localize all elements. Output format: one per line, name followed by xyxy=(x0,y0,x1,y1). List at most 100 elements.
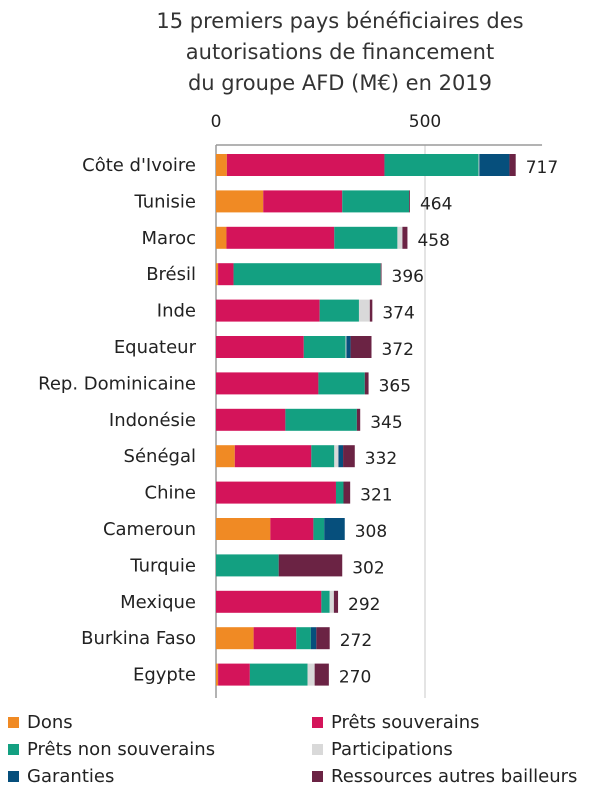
bar-senegal-garanties xyxy=(338,445,344,468)
category-label-inde: Inde xyxy=(157,301,196,322)
bar-senegal-ressources-autres-bailleurs xyxy=(343,445,355,468)
legend-label-dons: Dons xyxy=(27,712,73,733)
category-label-maroc: Maroc xyxy=(142,228,196,249)
bar-cameroun-garanties xyxy=(324,518,345,540)
legend-label-ressources-autres-bailleurs: Ressources autres bailleurs xyxy=(331,766,578,787)
legend-swatch-garanties xyxy=(8,771,19,782)
bar-turquie-ressources-autres-bailleurs xyxy=(278,554,343,577)
bar-bresil-prets-souverains xyxy=(218,263,234,286)
bar-mexique-ressources-autres-bailleurs xyxy=(333,590,339,613)
legend-label-garanties: Garanties xyxy=(27,766,115,787)
bar-cote-d-ivoire-ressources-autres-bailleurs xyxy=(509,154,516,176)
category-label-cote-d-ivoire: Côte d'Ivoire xyxy=(82,155,196,176)
total-label-cameroun: 308 xyxy=(355,522,387,542)
total-label-maroc: 458 xyxy=(417,231,449,251)
total-label-indonesie: 345 xyxy=(370,413,402,433)
bar-burkina-faso-prets-souverains xyxy=(253,627,297,650)
bar-maroc-ressources-autres-bailleurs xyxy=(402,226,408,249)
bar-chart: 0 500 Côte d'Ivoire 717 Tunisie 464 Maroc 458 Br… xyxy=(38,112,558,698)
legend-item-garanties: Garanties xyxy=(8,766,114,787)
bar-cote-d-ivoire-prets-souverains xyxy=(226,154,385,176)
total-label-chine: 321 xyxy=(360,486,392,506)
category-label-chine: Chine xyxy=(145,483,196,504)
bar-inde-participations xyxy=(358,299,370,322)
bar-rep-dominicaine-ressources-autres-bailleurs xyxy=(364,372,369,395)
bar-maroc-dons xyxy=(216,226,227,249)
legend-item-prets-souverains: Prêts souverains xyxy=(312,712,480,733)
legend-swatch-prets-non-souverains xyxy=(8,744,19,755)
bar-equateur-prets-souverains xyxy=(216,336,304,358)
category-label-tunisie: Tunisie xyxy=(133,191,196,212)
bar-senegal-prets-souverains xyxy=(234,445,312,468)
bar-maroc-participations xyxy=(397,226,403,249)
bar-burkina-faso-dons xyxy=(216,627,254,650)
bar-tunisie-dons xyxy=(216,190,264,213)
legend-swatch-participations xyxy=(312,744,323,755)
bar-cote-d-ivoire-prets-non-souverains xyxy=(384,154,479,176)
bar-burkina-faso-ressources-autres-bailleurs xyxy=(316,627,330,650)
category-label-turquie: Turquie xyxy=(129,555,196,576)
bar-bresil-dons xyxy=(216,263,219,286)
bar-inde-prets-souverains xyxy=(216,299,320,322)
legend-swatch-dons xyxy=(8,717,19,728)
bar-turquie-prets-non-souverains xyxy=(216,554,279,577)
bar-senegal-participations xyxy=(334,445,339,468)
chart-title: 15 premiers pays bénéficiaires des autor… xyxy=(120,6,560,99)
bar-bresil-ressources-autres-bailleurs xyxy=(380,263,382,286)
bar-maroc-prets-souverains xyxy=(226,226,335,249)
total-label-inde: 374 xyxy=(382,304,414,324)
bar-egypte-dons xyxy=(216,663,219,686)
bar-burkina-faso-prets-non-souverains xyxy=(296,627,311,650)
bar-chine-prets-souverains xyxy=(216,481,336,504)
bar-indonesie-prets-souverains xyxy=(216,408,286,431)
bar-cote-d-ivoire-garanties xyxy=(479,154,510,176)
total-label-rep-dominicaine: 365 xyxy=(379,376,411,396)
legend-label-prets-non-souverains: Prêts non souverains xyxy=(27,739,216,760)
legend-item-ressources-autres-bailleurs: Ressources autres bailleurs xyxy=(312,766,577,787)
bar-egypte-ressources-autres-bailleurs xyxy=(314,663,329,686)
bar-cameroun-prets-souverains xyxy=(270,518,314,540)
legend-swatch-ressources-autres-bailleurs xyxy=(312,771,323,782)
chart-title-line-2: autorisations de financement xyxy=(185,40,495,64)
bar-mexique-prets-non-souverains xyxy=(321,590,330,613)
category-label-burkina-faso: Burkina Faso xyxy=(81,628,196,649)
bar-equateur-garanties xyxy=(346,336,351,358)
bar-equateur-ressources-autres-bailleurs xyxy=(350,336,372,358)
bar-equateur-prets-non-souverains xyxy=(303,336,346,358)
total-label-turquie: 302 xyxy=(352,558,384,578)
bar-rep-dominicaine-prets-non-souverains xyxy=(318,372,365,395)
bar-cote-d-ivoire-participations xyxy=(478,154,480,176)
category-label-egypte: Egypte xyxy=(133,665,196,686)
total-label-cote-d-ivoire: 717 xyxy=(526,158,558,178)
bar-egypte-participations xyxy=(307,663,315,686)
total-label-mexique: 292 xyxy=(348,595,380,615)
bar-senegal-prets-non-souverains xyxy=(311,445,335,468)
bar-tunisie-prets-non-souverains xyxy=(342,190,410,213)
legend-swatch-prets-souverains xyxy=(312,717,323,728)
total-label-bresil: 396 xyxy=(392,267,424,287)
bar-tunisie-ressources-autres-bailleurs xyxy=(409,190,410,213)
bar-egypte-prets-non-souverains xyxy=(249,663,308,686)
category-label-rep-dominicaine: Rep. Dominicaine xyxy=(38,373,196,394)
total-label-equateur: 372 xyxy=(381,340,413,360)
category-label-cameroun: Cameroun xyxy=(103,519,196,540)
x-tick-label-0: 0 xyxy=(211,112,222,132)
category-label-mexique: Mexique xyxy=(120,592,196,613)
bar-indonesie-prets-non-souverains xyxy=(285,408,357,431)
legend-item-prets-non-souverains: Prêts non souverains xyxy=(8,739,215,760)
bar-cote-d-ivoire-dons xyxy=(216,154,227,176)
bar-senegal-dons xyxy=(216,445,235,468)
bar-mexique-participations xyxy=(329,590,334,613)
legend: Dons Prêts souverains Prêts non souverai… xyxy=(0,708,604,789)
category-label-bresil: Brésil xyxy=(146,264,196,285)
bar-chine-prets-non-souverains xyxy=(335,481,344,504)
bar-bresil-prets-non-souverains xyxy=(233,263,381,286)
total-label-burkina-faso: 272 xyxy=(340,631,372,651)
legend-item-dons: Dons xyxy=(8,712,73,733)
total-label-egypte: 270 xyxy=(339,668,371,688)
category-label-senegal: Sénégal xyxy=(124,446,196,467)
category-label-indonesie: Indonésie xyxy=(109,410,196,431)
category-label-equateur: Equateur xyxy=(114,337,197,358)
bar-equateur-participations xyxy=(345,336,347,358)
legend-label-participations: Participations xyxy=(331,739,453,760)
